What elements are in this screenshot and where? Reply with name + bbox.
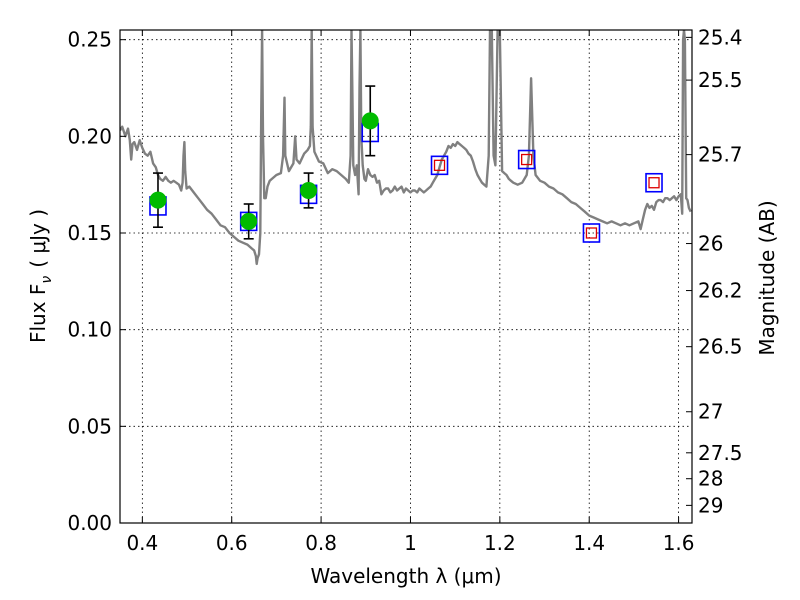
magnitude-tick-label: 27.5 xyxy=(698,441,743,465)
model-photometry-square xyxy=(430,155,449,176)
y-tick-label: 0.15 xyxy=(67,221,112,245)
x-tick-label: 1 xyxy=(404,531,417,555)
upper-limit-square xyxy=(648,177,660,189)
magnitude-tick-label: 28 xyxy=(698,467,723,491)
model-photometry-square xyxy=(645,172,663,193)
y-tick-label: 0.20 xyxy=(67,124,112,148)
upper-limit-square xyxy=(585,227,598,239)
model-photometry-square xyxy=(582,223,601,243)
tick-marks xyxy=(120,30,692,524)
upper-limit-square xyxy=(521,153,533,166)
model-photometry-square xyxy=(517,149,536,170)
y-tick-label: 0.05 xyxy=(67,414,112,438)
upper-limit-series xyxy=(433,153,660,239)
observed-photometry-series xyxy=(149,85,379,240)
model-spectrum-line xyxy=(120,30,692,266)
magnitude-tick-label: 25.5 xyxy=(698,68,743,92)
y-tick-labels: 0.00 0.05 0.10 0.15 0.20 0.25 xyxy=(67,28,112,535)
model-photometry-series xyxy=(149,122,663,243)
y-axis-label-main: Flux F xyxy=(26,284,50,343)
plot-frame xyxy=(119,29,693,524)
x-tick-label: 1.4 xyxy=(573,531,605,555)
y-tick-label: 0.25 xyxy=(67,28,112,52)
y-tick-label: 0.10 xyxy=(67,318,112,342)
grid xyxy=(120,30,692,524)
x-tick-label: 0.4 xyxy=(126,531,158,555)
x-tick-labels: 0.4 0.6 0.8 1 1.2 1.4 1.6 xyxy=(126,531,694,555)
x-tick-label: 0.6 xyxy=(216,531,248,555)
magnitude-tick-label: 27 xyxy=(698,400,723,424)
upper-limit-square xyxy=(433,159,446,171)
x-tick-label: 0.8 xyxy=(305,531,337,555)
y-axis-label-unit: ( μJy ) xyxy=(26,209,50,268)
y-tick-label: 0.00 xyxy=(67,511,112,535)
magnitude-tick-label: 26 xyxy=(698,232,723,256)
magnitude-tick-label: 26.5 xyxy=(698,335,743,359)
observed-point xyxy=(300,181,318,199)
x-tick-label: 1.6 xyxy=(663,531,695,555)
magnitude-tick-label: 25.4 xyxy=(698,25,743,49)
observed-point xyxy=(149,191,167,209)
observed-point xyxy=(361,112,379,130)
x-tick-label: 1.2 xyxy=(484,531,516,555)
y-axis-label-subscript: ν xyxy=(39,276,55,284)
x-axis-label: Wavelength λ (μm) xyxy=(310,564,501,588)
magnitude-tick-label: 25.7 xyxy=(698,143,743,167)
y2-axis-label: Magnitude (AB) xyxy=(755,200,779,355)
magnitude-tick-label: 26.2 xyxy=(698,279,743,303)
y-axis-label: Flux Fν ( μJy ) xyxy=(26,209,55,343)
magnitude-tick-label: 29 xyxy=(698,493,723,517)
observed-point xyxy=(240,212,258,230)
